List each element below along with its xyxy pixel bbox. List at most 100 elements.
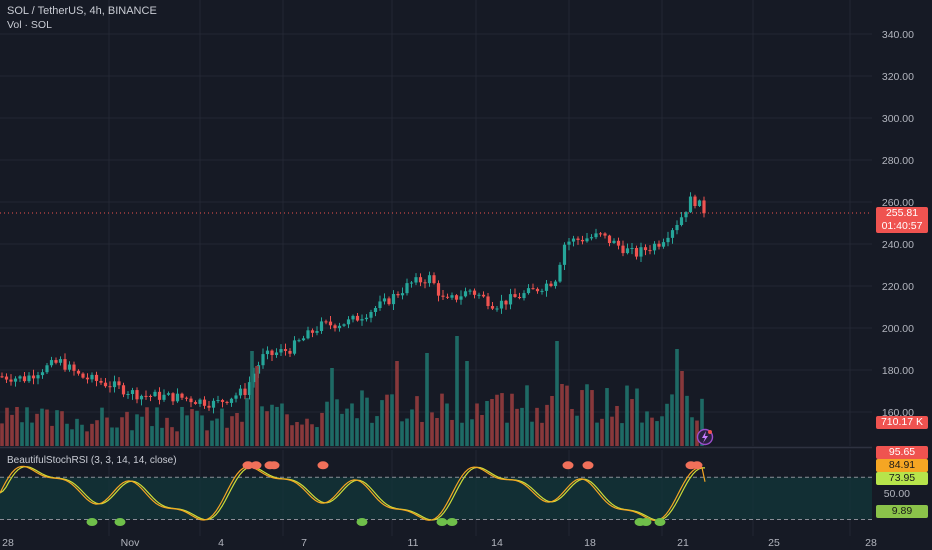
volume-bar xyxy=(25,407,29,446)
candle-body xyxy=(409,282,414,284)
volume-bar xyxy=(345,408,349,446)
volume-bar xyxy=(185,415,189,446)
volume-bar xyxy=(90,423,94,446)
candles xyxy=(0,192,706,414)
oversold-marker xyxy=(356,518,368,527)
volume-bar xyxy=(490,399,494,446)
volume-bar xyxy=(120,417,124,446)
volume-bar xyxy=(580,390,584,446)
candle-body xyxy=(477,294,481,296)
candle-body xyxy=(598,233,603,235)
candle-body xyxy=(684,212,688,218)
volume-bar xyxy=(500,393,504,446)
lightning-icon xyxy=(702,431,708,443)
oversold-marker xyxy=(114,518,126,527)
volume-bar xyxy=(85,431,89,446)
volume-bar xyxy=(450,419,454,446)
candle-body xyxy=(103,382,108,387)
volume-bar xyxy=(405,418,409,446)
oscillator-markers xyxy=(86,461,703,527)
volume-bar xyxy=(210,420,214,446)
candle-body xyxy=(337,325,342,329)
candle-body xyxy=(396,294,400,296)
oscillator-k-line xyxy=(0,465,706,522)
candle-body xyxy=(130,390,135,394)
candle-body xyxy=(243,388,247,395)
volume-bar xyxy=(425,353,429,446)
volume-bar xyxy=(80,424,84,446)
candle-body xyxy=(180,393,184,398)
candle-body xyxy=(670,230,675,238)
volume-bar xyxy=(170,427,174,446)
candle-body xyxy=(418,277,423,283)
volume-bar xyxy=(235,413,239,446)
candle-body xyxy=(27,375,31,382)
candle-body xyxy=(522,293,526,299)
candle-body xyxy=(459,296,463,300)
volume-bar xyxy=(275,406,279,446)
candle-body xyxy=(657,243,661,247)
volume-bar xyxy=(320,412,324,446)
oscillator-legend[interactable]: BeautifulStochRSI (3, 3, 14, 14, close) xyxy=(7,455,177,466)
candle-body xyxy=(184,397,189,399)
x-tick-label: 18 xyxy=(584,537,596,549)
candle-body xyxy=(283,349,288,351)
candle-body xyxy=(603,233,607,236)
candle-body xyxy=(135,390,139,400)
candle-body xyxy=(702,200,706,214)
candle-body xyxy=(697,200,702,207)
volume-bar xyxy=(20,422,24,446)
volume-bar xyxy=(250,351,254,446)
candle-body xyxy=(207,405,211,408)
candle-body xyxy=(540,290,544,292)
x-tick-label: 25 xyxy=(768,537,780,549)
candle-body xyxy=(189,398,193,403)
candle-body xyxy=(175,393,180,402)
volume-bar xyxy=(550,395,554,446)
volume-bar xyxy=(225,427,229,446)
volume-bar xyxy=(135,414,139,446)
volume-bar xyxy=(585,384,589,446)
candle-body xyxy=(661,242,666,247)
candle-body xyxy=(490,306,495,309)
candle-body xyxy=(0,376,4,378)
candle-body xyxy=(252,373,256,383)
volume-bar xyxy=(690,417,694,446)
candle-body xyxy=(405,283,409,294)
candle-body xyxy=(450,295,454,298)
volume-bar xyxy=(665,403,669,446)
candle-body xyxy=(139,395,144,400)
candle-body xyxy=(688,196,693,213)
volume-bar xyxy=(545,404,549,446)
volume-bar xyxy=(635,388,639,446)
candle-body xyxy=(198,399,202,404)
candle-body xyxy=(675,224,679,231)
candle-body xyxy=(171,393,175,402)
candle-body xyxy=(639,247,643,257)
volume-bar xyxy=(65,423,69,446)
candle-body xyxy=(499,300,504,309)
candle-body xyxy=(220,400,225,402)
candle-body xyxy=(99,380,103,383)
volume-bar xyxy=(400,421,404,446)
candle-body xyxy=(144,395,148,397)
volume-bar xyxy=(615,405,619,446)
candle-body xyxy=(391,294,396,305)
volume-bar xyxy=(290,425,294,446)
volume-bar xyxy=(0,423,4,446)
volume-bar xyxy=(315,427,319,446)
candle-body xyxy=(315,331,319,333)
candle-body xyxy=(193,402,198,404)
candle-body xyxy=(202,399,207,406)
oversold-marker xyxy=(446,518,458,527)
volume-legend[interactable]: Vol · SOL xyxy=(7,19,52,31)
candle-body xyxy=(108,386,112,388)
symbol-title[interactable]: SOL / TetherUS, 4h, BINANCE xyxy=(7,5,157,17)
volume-bar xyxy=(325,401,329,446)
oversold-marker xyxy=(436,518,448,527)
volume-bar xyxy=(430,412,434,446)
candle-body xyxy=(432,275,436,284)
volume-bar xyxy=(280,403,284,446)
